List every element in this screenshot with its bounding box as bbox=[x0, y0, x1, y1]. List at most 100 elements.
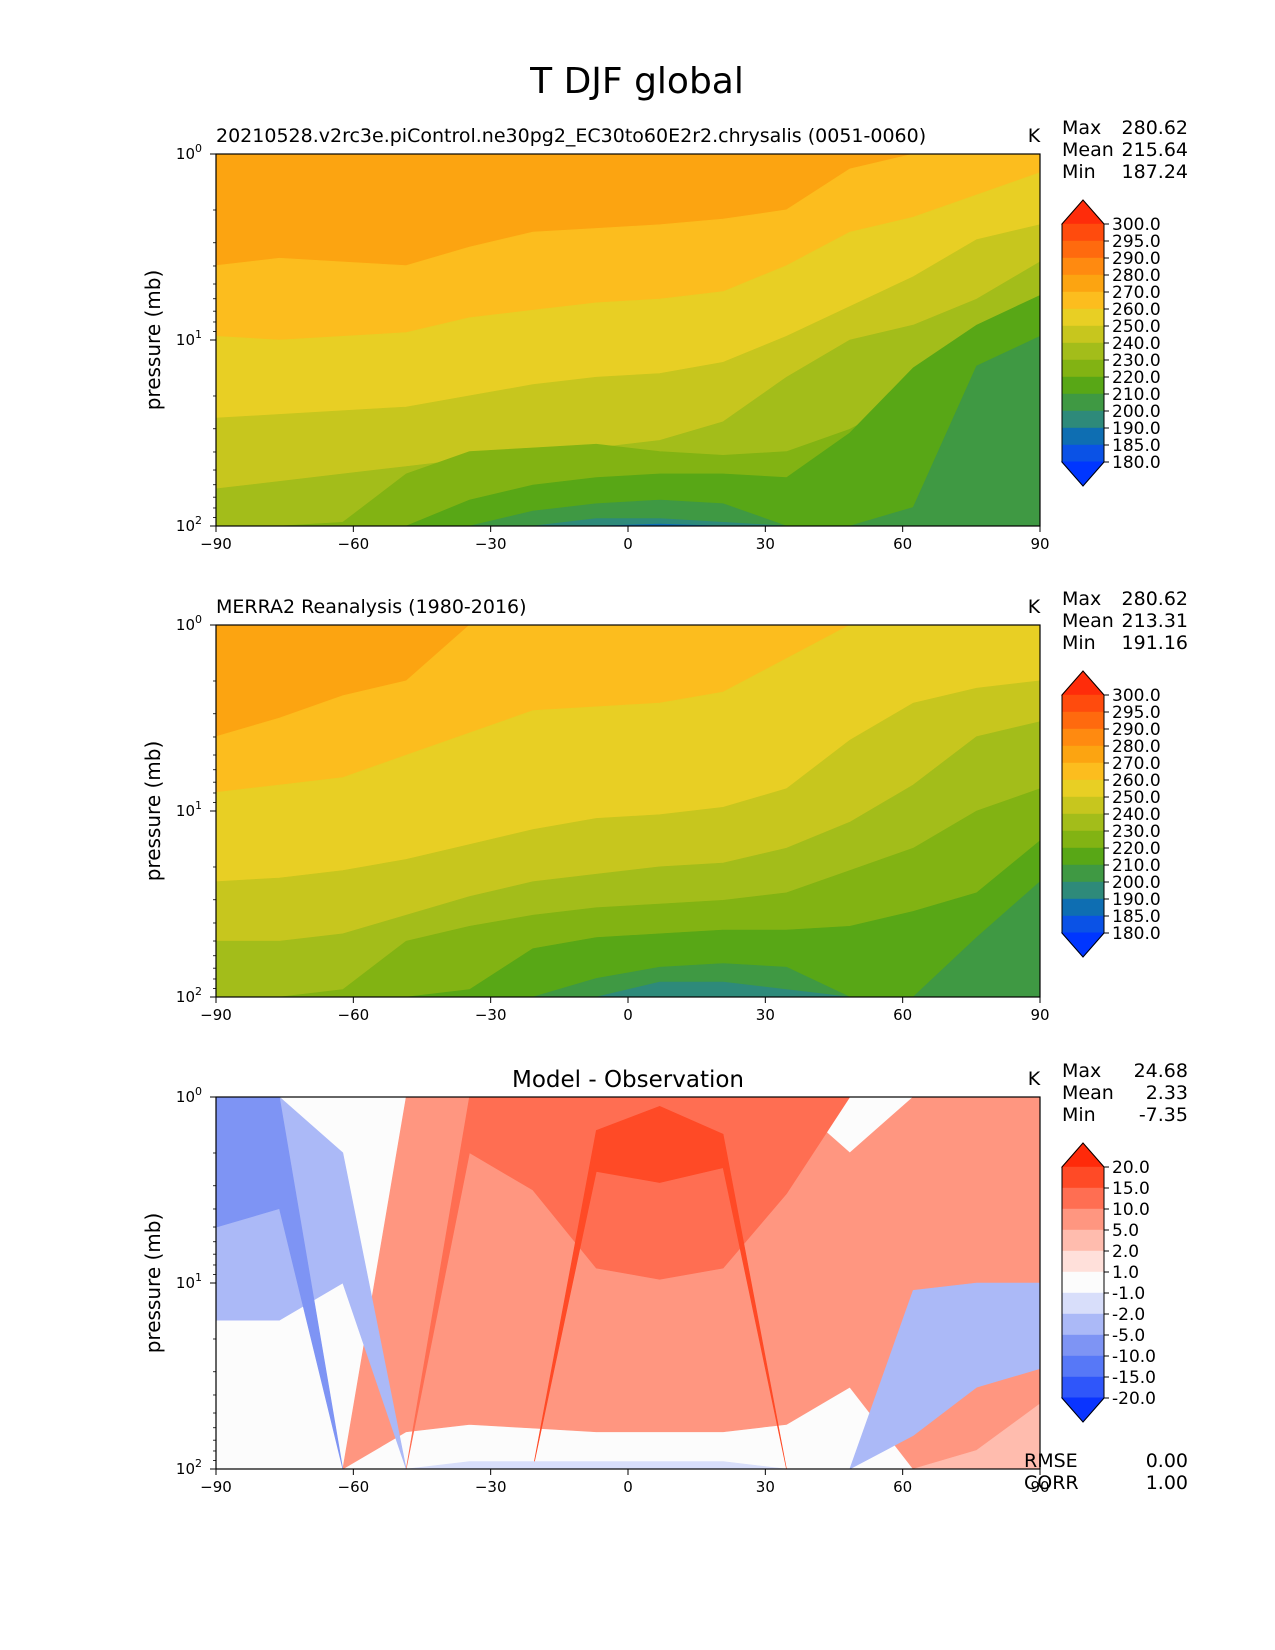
y-tick-exponent: 1 bbox=[195, 1271, 202, 1284]
colorbar-label: 300.0 bbox=[1112, 686, 1161, 706]
colorbar-segment bbox=[1061, 291, 1105, 310]
stat-label: Mean bbox=[1062, 139, 1114, 161]
y-tick-base: 10 bbox=[176, 331, 195, 349]
contour-band-200.0 bbox=[216, 518, 1040, 526]
y-tick-exponent: 0 bbox=[195, 1085, 202, 1098]
units-label: K bbox=[1028, 596, 1041, 618]
colorbar-label: 185.0 bbox=[1112, 436, 1161, 456]
stat-label: Max bbox=[1062, 117, 1101, 139]
x-tick-label: 60 bbox=[893, 1478, 912, 1496]
colorbar-segment bbox=[1061, 762, 1105, 781]
colorbar: 300.0295.0290.0280.0270.0260.0250.0240.0… bbox=[1060, 670, 1161, 958]
y-tick-exponent: 2 bbox=[195, 985, 202, 998]
colorbar-segment bbox=[1061, 223, 1105, 242]
colorbar-label: 10.0 bbox=[1112, 1200, 1150, 1220]
colorbar-label: 180.0 bbox=[1112, 453, 1161, 473]
colorbar-label: 295.0 bbox=[1112, 232, 1161, 252]
colorbar-segment bbox=[1061, 1355, 1105, 1378]
colorbar-label: 190.0 bbox=[1112, 419, 1161, 439]
colorbar-segment bbox=[1061, 1292, 1105, 1315]
x-tick-label: 0 bbox=[623, 1006, 633, 1024]
y-tick-base: 10 bbox=[176, 1088, 195, 1106]
stat-value: 24.68 bbox=[1134, 1060, 1188, 1082]
colorbar-label: 290.0 bbox=[1112, 720, 1161, 740]
y-tick-exponent: 2 bbox=[195, 1457, 202, 1470]
stats: Max 24.68 Mean 2.33 Min -7.35 bbox=[1062, 1060, 1188, 1126]
contour-fills bbox=[216, 154, 1040, 526]
colorbar-label: 2.0 bbox=[1112, 1242, 1139, 1262]
colorbar-label: 290.0 bbox=[1112, 249, 1161, 269]
colorbar-label: 210.0 bbox=[1112, 856, 1161, 876]
stat-label: Mean bbox=[1062, 610, 1114, 632]
y-tick-exponent: 0 bbox=[195, 613, 202, 626]
y-tick-label: 102 bbox=[176, 985, 202, 1006]
x-tick-label: −90 bbox=[200, 1478, 232, 1496]
panel-title: 20210528.v2rc3e.piControl.ne30pg2_EC30to… bbox=[216, 125, 926, 147]
colorbar-label: 280.0 bbox=[1112, 266, 1161, 286]
colorbar-segment bbox=[1061, 694, 1105, 713]
metrics: RMSE 0.00 CORR 1.00 bbox=[1024, 1450, 1188, 1494]
x-tick-label: 90 bbox=[1030, 1006, 1049, 1024]
corr-value: 1.00 bbox=[1146, 1472, 1188, 1494]
stat-value: 280.62 bbox=[1122, 117, 1188, 139]
colorbar-segment bbox=[1061, 410, 1105, 429]
stat-value: 215.64 bbox=[1122, 139, 1188, 161]
x-tick-label: −60 bbox=[338, 1006, 370, 1024]
colorbar-segment bbox=[1061, 1187, 1105, 1210]
colorbar-label: 210.0 bbox=[1112, 385, 1161, 405]
contour-band-2.0 bbox=[216, 1403, 1040, 1469]
figure-title: T DJF global bbox=[529, 61, 744, 102]
colorbar-segment bbox=[1061, 847, 1105, 866]
contour-fills bbox=[216, 625, 1040, 997]
y-tick-base: 10 bbox=[176, 802, 195, 820]
y-tick-base: 10 bbox=[176, 616, 195, 634]
contour-band-220.0 bbox=[216, 295, 1040, 526]
colorbar-label: -5.0 bbox=[1112, 1326, 1145, 1346]
x-tick-label: 30 bbox=[756, 1006, 775, 1024]
y-tick-label: 102 bbox=[176, 1457, 202, 1478]
colorbar-label: 200.0 bbox=[1112, 873, 1161, 893]
colorbar-label: 270.0 bbox=[1112, 754, 1161, 774]
colorbar-label: 200.0 bbox=[1112, 402, 1161, 422]
colorbar-label: -20.0 bbox=[1112, 1389, 1156, 1409]
stats: Max 280.62 Mean 215.64 Min 187.24 bbox=[1062, 117, 1188, 183]
x-tick-label: −60 bbox=[338, 535, 370, 553]
y-tick-base: 10 bbox=[176, 517, 195, 535]
colorbar-segment bbox=[1061, 898, 1105, 917]
stat-value: 191.16 bbox=[1122, 632, 1188, 654]
stat-value: 280.62 bbox=[1122, 588, 1188, 610]
colorbar-segment bbox=[1061, 1313, 1105, 1336]
colorbar-segment bbox=[1061, 376, 1105, 395]
colorbar-label: 240.0 bbox=[1112, 805, 1161, 825]
colorbar-segment bbox=[1061, 257, 1105, 276]
colorbar-label: 5.0 bbox=[1112, 1221, 1139, 1241]
contour-band-190.0 bbox=[216, 981, 1040, 997]
y-tick-exponent: 1 bbox=[195, 799, 202, 812]
y-axis-label: pressure (mb) bbox=[141, 270, 165, 411]
stat-value: 187.24 bbox=[1122, 161, 1188, 183]
contour-band-210.0 bbox=[216, 840, 1040, 997]
colorbar-segment bbox=[1061, 274, 1105, 293]
stats: Max 280.62 Mean 213.31 Min 191.16 bbox=[1062, 588, 1188, 654]
y-tick-label: 100 bbox=[176, 613, 202, 634]
x-tick-label: 90 bbox=[1030, 1478, 1049, 1496]
units-label: K bbox=[1028, 1068, 1041, 1090]
colorbar-label: 15.0 bbox=[1112, 1179, 1150, 1199]
y-tick-base: 10 bbox=[176, 1460, 195, 1478]
colorbar-segment bbox=[1061, 1208, 1105, 1231]
colorbar-segment bbox=[1061, 796, 1105, 815]
stat-value: 213.31 bbox=[1122, 610, 1188, 632]
colorbar-label: 250.0 bbox=[1112, 788, 1161, 808]
y-tick-base: 10 bbox=[176, 145, 195, 163]
colorbar-segment bbox=[1061, 864, 1105, 883]
colorbar-label: 240.0 bbox=[1112, 334, 1161, 354]
y-tick-label: 100 bbox=[176, 1085, 202, 1106]
contour-band-190.0 bbox=[216, 523, 1040, 526]
colorbar-segment bbox=[1061, 342, 1105, 361]
colorbar-label: 230.0 bbox=[1112, 822, 1161, 842]
colorbar-label: -1.0 bbox=[1112, 1284, 1145, 1304]
